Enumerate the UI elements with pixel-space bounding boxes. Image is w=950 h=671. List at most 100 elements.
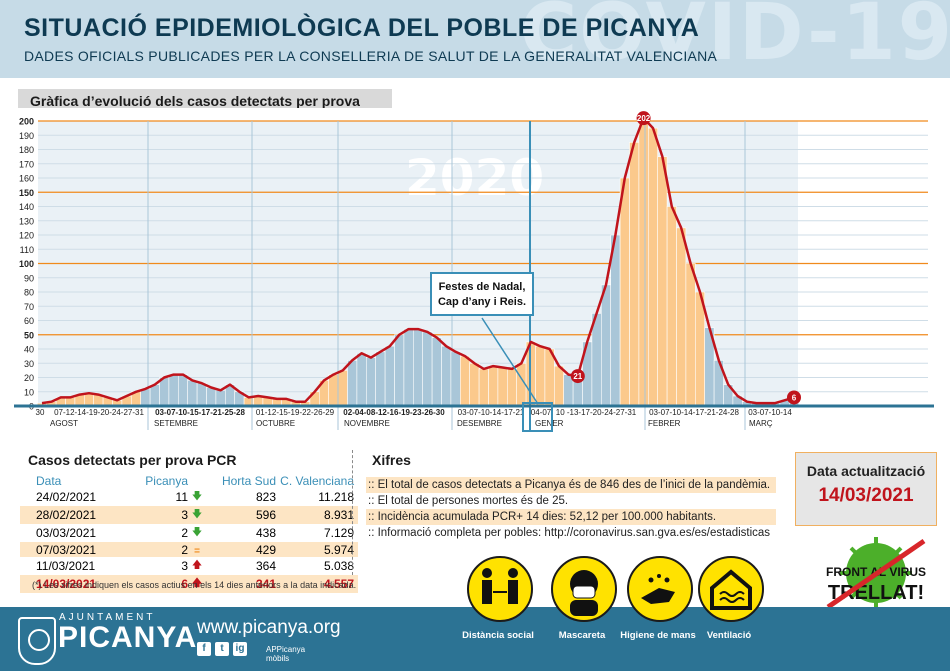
bar <box>178 374 189 407</box>
data-point <box>636 111 651 126</box>
cases-title: Casos detectats per prova PCR <box>28 452 237 468</box>
y-tick-label: 130 <box>19 216 34 226</box>
bar <box>469 362 480 407</box>
page-subtitle: DADES OFICIALS PUBLICADES PER LA CONSELL… <box>24 48 718 64</box>
y-tick-label: 10 <box>24 387 34 397</box>
section-divider <box>352 450 353 575</box>
bar <box>535 345 546 407</box>
bar <box>337 370 348 407</box>
table-row: 14/03/2021 6 🡅 341 4.557 <box>20 575 358 593</box>
cell-date: 28/02/2021 <box>20 506 128 524</box>
bar <box>140 388 151 407</box>
bar <box>168 374 179 407</box>
col-date: Data <box>36 474 62 488</box>
x-tick-label: 03-07-10-14-17-21 <box>458 408 525 417</box>
cases-footnote: (*) Les xifres indiquen els casos actius… <box>32 580 357 590</box>
bar <box>196 382 207 407</box>
bar <box>384 345 395 407</box>
instagram-icon[interactable]: ig <box>233 642 247 656</box>
table-header-row: Data Picanya Horta Sud C. Valenciana <box>20 474 358 488</box>
bar <box>666 206 677 407</box>
website-link[interactable]: www.picanya.org <box>197 617 341 638</box>
up-arrow-icon: 🡅 <box>191 560 203 571</box>
bar <box>412 328 423 407</box>
bar <box>685 263 696 407</box>
cell-picanya: 3 <box>181 559 188 573</box>
cell-picanya: 6 <box>128 575 188 593</box>
mask-icon <box>551 556 617 622</box>
update-label: Data actualització <box>806 463 926 479</box>
bar <box>488 365 499 407</box>
up-arrow-icon: 🡅 <box>191 578 203 589</box>
pictogram-label: Mascareta <box>558 630 606 641</box>
annotation-line1: Festes de Nadal, <box>439 281 526 293</box>
x-tick-label: 07-12-14-19-20-24-27-31 <box>54 408 144 417</box>
series-line <box>41 116 795 405</box>
bar <box>553 365 564 407</box>
list-item: :: El total de casos detectats a Picanya… <box>366 477 776 493</box>
cell-date: 14/03/2021 <box>20 575 128 593</box>
y-tick-label: 110 <box>20 245 34 255</box>
list-item: :: Informació completa per pobles: http:… <box>368 527 771 539</box>
x-tick-label: 30 <box>36 408 45 417</box>
bar <box>629 142 640 407</box>
data-label: 21 <box>573 372 582 381</box>
table-row: 07/03/2021 2 = 429 5.974 <box>20 542 358 557</box>
bar <box>506 368 517 407</box>
month-label: MARÇ <box>749 419 773 428</box>
xifres-title: Xifres <box>372 452 411 468</box>
y-tick-label: 90 <box>24 273 34 283</box>
equal-icon: = <box>194 545 200 557</box>
bar <box>206 387 217 407</box>
col-horta: Horta Sud <box>221 474 276 488</box>
town-crest-icon <box>18 617 56 665</box>
y-tick-label: 70 <box>24 302 34 312</box>
twitter-icon[interactable]: t <box>215 642 229 656</box>
y-tick-label: 150 <box>19 188 34 198</box>
ventilation-icon <box>698 556 764 622</box>
cell-horta: 364 <box>255 559 276 573</box>
table-row: 03/03/2021 2 🡇 438 7.129 <box>20 524 358 542</box>
update-box: Data actualització 14/03/2021 <box>795 452 937 526</box>
y-tick-label: 140 <box>19 202 34 212</box>
y-tick-label: 80 <box>24 288 34 298</box>
bar <box>365 357 376 407</box>
footer-bar: AJUNTAMENT PICANYA www.picanya.org f t i… <box>0 607 950 671</box>
x-tick-label: 04-07 <box>531 408 552 417</box>
month-label: DESEMBRE <box>457 419 502 428</box>
cell-cv: 5.038 <box>323 559 354 573</box>
data-label: 202 <box>637 114 651 123</box>
pictogram-label: Higiene de mans <box>620 630 696 641</box>
bar <box>600 284 611 407</box>
bar <box>441 345 452 407</box>
pictogram-label: Distància social <box>462 630 534 641</box>
x-tick-label: 03-07-10-15-17-21-25-28 <box>155 408 245 417</box>
bar <box>394 334 405 407</box>
bar <box>84 392 95 407</box>
cell-date: 11/03/2021 <box>36 559 96 573</box>
y-tick-label: 60 <box>24 316 34 326</box>
facebook-icon[interactable]: f <box>197 642 211 656</box>
xifres-list: :: El total de casos detectats a Picanya… <box>366 477 776 541</box>
bar <box>497 367 508 407</box>
cell-horta: 429 <box>206 542 276 557</box>
x-tick-label: 03-07-10-14 <box>748 408 792 417</box>
cell-picanya: 2 <box>181 526 188 540</box>
col-cv: C. Valenciana <box>280 474 354 488</box>
y-tick-label: 40 <box>24 345 34 355</box>
y-tick-label: 190 <box>19 131 34 141</box>
annotation-line2: Cap d’any i Reis. <box>438 296 526 308</box>
month-label: NOVEMBRE <box>344 419 390 428</box>
cell-horta: 438 <box>255 526 276 540</box>
cell-cv: 4.557 <box>276 575 358 593</box>
x-tick-label: 02-04-08-12-16-19-23-26-30 <box>343 408 445 417</box>
cell-picanya: 2 <box>128 542 188 557</box>
x-tick-label: 10 -13-17-20-24-27-31 <box>556 408 637 417</box>
table-row: 28/02/2021 3 🡇 596 8.931 <box>20 506 358 524</box>
month-label: GENER <box>535 419 564 428</box>
cell-date: 24/02/2021 <box>36 490 97 504</box>
pcr-cases-chart: 2020202101020304050607080901001101201301… <box>14 108 947 433</box>
social-distance-icon <box>467 556 533 622</box>
bar <box>610 234 621 407</box>
y-tick-label: 30 <box>24 359 34 369</box>
